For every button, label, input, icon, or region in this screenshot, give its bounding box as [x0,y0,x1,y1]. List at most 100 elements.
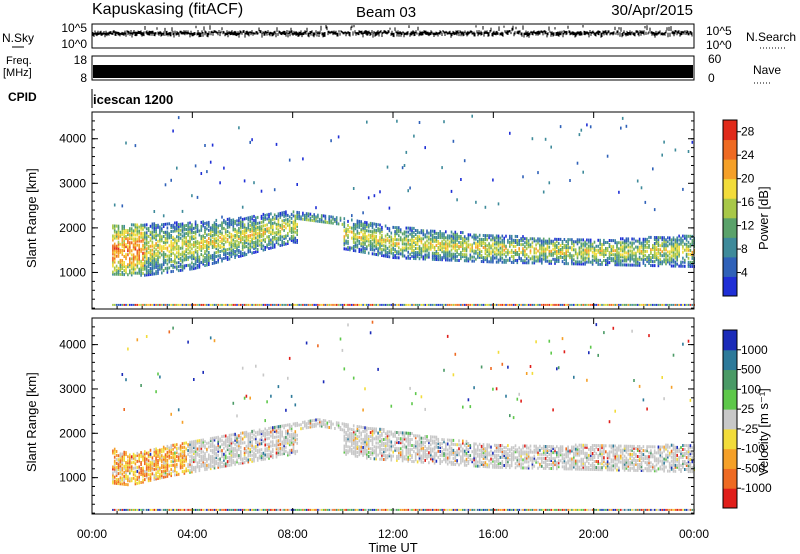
scatter-cell [115,477,118,481]
scatter-cell [127,479,129,483]
scatter-cell [576,240,579,244]
scatter-cell [273,235,276,239]
scatter-cell [119,476,122,480]
scatter-cell [642,239,645,243]
scatter-cell [383,240,385,244]
scatter-cell [567,240,569,244]
scatter-cell [151,262,154,266]
scatter-cell [288,441,291,445]
scatter-cell [264,447,266,451]
scatter-cell [582,256,584,260]
scatter-cell [140,455,142,459]
ground-scatter-cell [343,303,346,306]
scatter-cell [198,255,201,259]
ground-scatter-cell [168,303,171,306]
scatter-cell [200,253,203,256]
scatter-cell [164,222,167,226]
scatter-cell [134,223,137,227]
scatter-cell [142,251,144,255]
scatter-cell [176,463,178,467]
scatter-cell [162,463,165,467]
scatter-cell [262,216,265,220]
scatter-cell [383,254,385,258]
scatter-cell [251,225,253,229]
scatter-cell [379,229,381,233]
scatter-cell [627,237,630,241]
scatter-cell [174,443,176,447]
ground-scatter-cell [367,303,370,306]
scatter-cell [676,252,678,256]
scatter-cell [458,246,460,250]
scatter-cell [236,458,238,462]
scatter-cell [272,436,274,440]
scatter-cell [164,236,167,240]
scatter-cell [446,248,449,252]
scatter-cell [520,239,522,243]
scatter-cell [446,238,449,242]
scatter-cell [319,418,321,422]
scatter-cell [112,256,114,260]
ground-scatter-cell [264,508,266,511]
scatter-cell [170,242,172,246]
scatter-cell [275,429,278,433]
scatter-cell [565,250,567,254]
ground-scatter-cell [268,303,270,306]
scatter-cell [189,245,191,249]
scatter-cell [149,238,152,242]
scatter-cell [157,223,159,227]
scatter-cell [574,248,577,252]
scatter-cell [527,261,530,265]
scatter-cell [394,248,396,252]
scatter-cell [407,246,409,250]
ground-scatter-cell [219,303,221,306]
scatter-cell [663,240,665,244]
scatter-cell [352,246,355,250]
scatter-cell [544,257,547,261]
scatter-cell [576,262,579,266]
scatter-cell [155,228,157,231]
scatter-cell [311,218,314,222]
scatter-cell [319,217,321,221]
scatter-cell [123,241,125,244]
scatter-cell [273,217,276,221]
scatter-cell [221,239,223,243]
scatter-cell [117,244,120,248]
scatter-cell [621,237,624,241]
ground-scatter-cell [288,508,291,511]
scatter-cell [462,231,464,235]
scatter-cell [159,375,161,379]
scatter-cell [343,225,346,229]
scatter-cell [176,239,178,243]
scatter-cell [243,223,246,227]
scatter-cell [159,263,161,267]
ground-scatter-cell [140,508,142,511]
scatter-cell [661,242,663,246]
scatter-cell [132,267,135,271]
scatter-cell [147,269,150,273]
scatter-cell [384,250,387,254]
scatter-cell [277,427,280,431]
scatter-cell [379,241,381,245]
scatter-cell [193,468,195,472]
scatter-cell [279,244,282,247]
scatter-cell [390,243,393,247]
scatter-cell [255,455,257,459]
scatter-cell [166,474,169,478]
scatter-cell [503,258,505,262]
ground-scatter-cell [223,303,225,306]
scatter-cell [223,442,225,446]
scatter-cell [394,234,396,238]
colorbar-swatch [723,237,737,258]
scatter-cell [230,433,233,437]
scatter-cell [670,244,673,248]
scatter-cell [189,454,191,458]
scatter-cell [162,449,165,453]
scatter-cell [179,446,182,450]
scatter-cell [405,246,408,250]
scatter-cell [241,254,244,257]
scatter-cell [117,480,120,484]
scatter-cell [219,457,221,461]
scatter-cell [215,456,218,460]
scatter-cell [206,447,208,451]
scatter-cell [631,251,633,255]
